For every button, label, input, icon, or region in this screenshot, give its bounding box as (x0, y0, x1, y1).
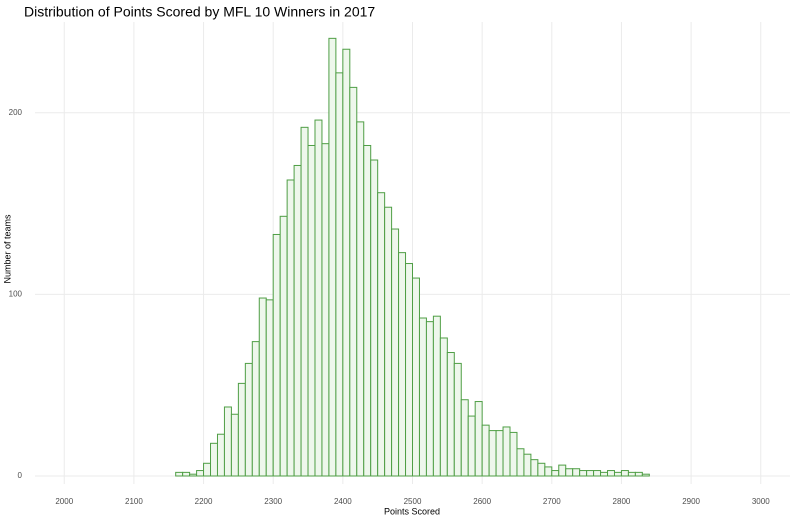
bar (349, 86, 358, 477)
bar (314, 119, 323, 477)
bar (516, 448, 525, 477)
x-tick-label: 2000 (55, 497, 73, 506)
bar (391, 228, 400, 477)
bar (474, 401, 483, 477)
bar (230, 413, 239, 477)
bar (537, 462, 546, 477)
x-tick-label: 2700 (543, 497, 561, 506)
bar (412, 277, 420, 477)
bar (244, 362, 253, 477)
bar (210, 442, 218, 477)
bar (335, 72, 344, 477)
y-tick-label: 100 (9, 290, 23, 299)
bar (203, 462, 212, 477)
bar (328, 37, 337, 477)
bar (607, 470, 615, 477)
bar (189, 473, 198, 477)
x-tick-label: 2900 (682, 497, 700, 506)
bar (453, 362, 462, 477)
bar (237, 382, 246, 477)
bar (488, 430, 497, 477)
bar (293, 164, 302, 477)
x-tick-label: 2400 (334, 497, 352, 506)
bar (307, 144, 316, 477)
bar (620, 470, 629, 477)
bar (502, 426, 511, 477)
bar (223, 406, 232, 477)
bar (370, 159, 379, 477)
chart-title: Distribution of Points Scored by MFL 10 … (24, 4, 375, 20)
bar (523, 453, 532, 477)
bar (627, 471, 636, 477)
bar (551, 470, 560, 477)
x-axis-label: Points Scored (384, 506, 440, 516)
bar (613, 471, 622, 477)
bar (286, 179, 295, 477)
bar (460, 399, 469, 477)
bar (481, 424, 490, 477)
bar (377, 192, 386, 477)
bar (600, 471, 609, 477)
bar (467, 415, 476, 477)
bar (530, 459, 539, 477)
bar (579, 470, 588, 477)
bar (593, 470, 602, 477)
bar (544, 466, 553, 477)
bar (641, 473, 650, 477)
bar (363, 144, 372, 477)
bar (446, 352, 455, 477)
bar (356, 121, 365, 477)
bar (425, 321, 434, 477)
bar (432, 315, 441, 477)
bar (418, 317, 427, 477)
bar (300, 126, 309, 477)
x-tick-label: 2200 (195, 497, 213, 506)
bar (272, 233, 281, 477)
bar (572, 468, 581, 477)
bar (251, 341, 260, 477)
bar (439, 337, 448, 477)
x-tick-label: 2800 (613, 497, 631, 506)
x-tick-label: 2600 (473, 497, 491, 506)
bar (265, 299, 274, 477)
bar (495, 430, 504, 477)
bar (342, 48, 351, 477)
bar (558, 464, 567, 477)
bar (565, 468, 574, 477)
bar (321, 143, 330, 477)
y-tick-label: 0 (18, 471, 23, 480)
bar (405, 263, 414, 477)
x-tick-label: 3000 (752, 497, 770, 506)
bar (634, 471, 643, 477)
y-axis-label: Number of teams (2, 214, 12, 284)
bar (182, 471, 191, 477)
bar (175, 471, 184, 477)
bar (586, 470, 595, 477)
x-tick-label: 2500 (404, 497, 422, 506)
bar (384, 206, 393, 477)
x-tick-label: 2300 (264, 497, 282, 506)
bar (398, 252, 407, 477)
bar (196, 470, 205, 477)
bar (509, 431, 518, 477)
y-tick-label: 200 (9, 108, 23, 117)
bar (216, 433, 225, 477)
bar (279, 215, 288, 477)
bar (258, 297, 267, 477)
x-tick-label: 2100 (125, 497, 143, 506)
